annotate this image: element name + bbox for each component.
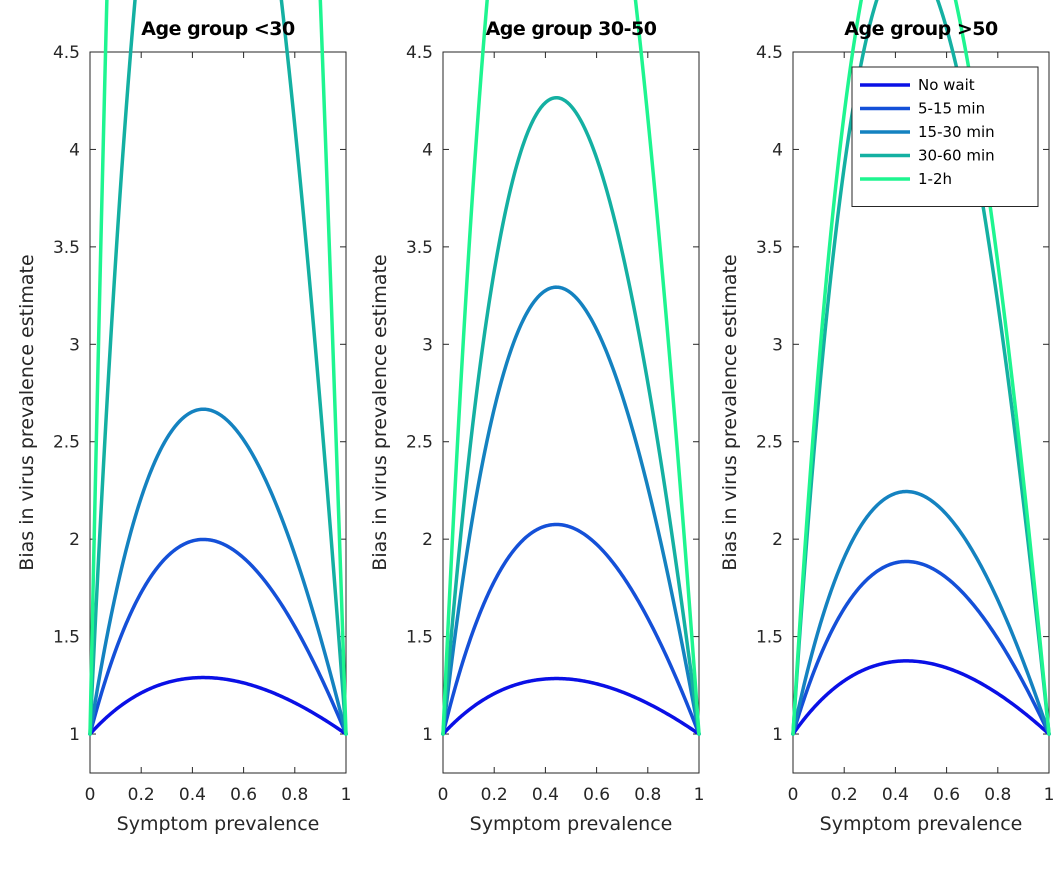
x-tick-label: 0.6 bbox=[583, 785, 610, 805]
y-tick-label: 1 bbox=[772, 725, 783, 745]
series-line-5-15-min bbox=[791, 559, 1051, 736]
y-tick-label: 2.5 bbox=[406, 433, 433, 453]
y-tick-label: 1 bbox=[422, 725, 433, 745]
series-line-no-wait bbox=[791, 659, 1051, 736]
y-tick-label: 4 bbox=[422, 140, 433, 160]
x-tick-label: 0.6 bbox=[933, 785, 960, 805]
y-tick-label: 1 bbox=[69, 725, 80, 745]
y-tick-label: 3 bbox=[69, 335, 80, 355]
x-tick-label: 0 bbox=[788, 785, 799, 805]
y-tick-label: 3.5 bbox=[53, 238, 80, 258]
y-tick-label: 2.5 bbox=[756, 433, 783, 453]
x-tick-label: 0.6 bbox=[230, 785, 257, 805]
axes-box bbox=[792, 51, 1050, 774]
legend-label: 1-2h bbox=[918, 170, 952, 188]
series-line-5-15-min bbox=[441, 522, 701, 736]
legend-label: No wait bbox=[918, 76, 975, 94]
series-line-1-2h bbox=[441, 0, 701, 736]
y-axis-label: Bias in virus prevalence estimate bbox=[16, 254, 38, 570]
x-tick-label: 1 bbox=[1044, 785, 1053, 805]
axes-box bbox=[442, 51, 700, 774]
x-tick-label: 0.4 bbox=[179, 785, 206, 805]
y-tick-label: 2 bbox=[772, 530, 783, 550]
series-line-15-30-min bbox=[441, 285, 701, 736]
series-lines bbox=[441, 0, 701, 736]
legend-label: 15-30 min bbox=[918, 123, 995, 141]
x-tick-label: 0.4 bbox=[532, 785, 559, 805]
y-tick-label: 3 bbox=[422, 335, 433, 355]
x-tick-label: 0.2 bbox=[831, 785, 858, 805]
x-axis-label: Symptom prevalence bbox=[470, 813, 673, 835]
x-tick-label: 0.8 bbox=[634, 785, 661, 805]
legend: No wait 5-15 min 15-30 min 30-60 min 1-2h bbox=[851, 66, 1039, 207]
y-tick-label: 3.5 bbox=[756, 238, 783, 258]
series-line-15-30-min bbox=[88, 407, 348, 736]
x-tick-label: 0.4 bbox=[882, 785, 909, 805]
subplot-2: 0 0.2 0.4 0.6 0.8 1 1 1.5 2 2.5 3 3.5 4 4.5 Age group … bbox=[369, 0, 704, 835]
x-tick-label: 0.2 bbox=[481, 785, 508, 805]
series-line-5-15-min bbox=[88, 537, 348, 736]
y-tick-label: 1.5 bbox=[53, 628, 80, 648]
y-tick-label: 4.5 bbox=[53, 43, 80, 63]
legend-label: 30-60 min bbox=[918, 147, 995, 165]
x-tick-label: 0.2 bbox=[128, 785, 155, 805]
subplot-3: 0 0.2 0.4 0.6 0.8 1 1 1.5 2 2.5 3 3.5 4 4.5 Age group … bbox=[719, 0, 1053, 835]
x-axis-label: Symptom prevalence bbox=[117, 813, 320, 835]
y-tick-label: 2.5 bbox=[53, 433, 80, 453]
y-tick-label: 4 bbox=[772, 140, 783, 160]
series-line-no-wait bbox=[441, 676, 701, 736]
y-axis-label: Bias in virus prevalence estimate bbox=[719, 254, 741, 570]
series-lines bbox=[88, 0, 348, 736]
y-tick-label: 2 bbox=[422, 530, 433, 550]
x-tick-label: 0.8 bbox=[984, 785, 1011, 805]
subplot-1: 0 0.2 0.4 0.6 0.8 1 1 1.5 2 2.5 3 3.5 4 4.5 Age group … bbox=[16, 0, 351, 835]
series-line-15-30-min bbox=[791, 489, 1051, 736]
y-tick-label: 3 bbox=[772, 335, 783, 355]
x-axis-label: Symptom prevalence bbox=[820, 813, 1023, 835]
y-tick-label: 4.5 bbox=[756, 43, 783, 63]
panel-title: Age group 30-50 bbox=[486, 18, 657, 40]
y-tick-label: 4 bbox=[69, 140, 80, 160]
series-line-30-60-min bbox=[441, 95, 701, 736]
x-tick-label: 0 bbox=[438, 785, 449, 805]
panel-title: Age group <30 bbox=[141, 18, 295, 40]
y-axis-label: Bias in virus prevalence estimate bbox=[369, 254, 391, 570]
legend-box bbox=[851, 66, 1039, 207]
y-tick-label: 1.5 bbox=[406, 628, 433, 648]
series-line-30-60-min bbox=[88, 0, 348, 736]
x-tick-label: 0 bbox=[85, 785, 96, 805]
axes-box bbox=[89, 51, 347, 774]
y-tick-label: 4.5 bbox=[406, 43, 433, 63]
y-tick-label: 3.5 bbox=[406, 238, 433, 258]
series-line-1-2h bbox=[88, 0, 348, 736]
panel-title: Age group >50 bbox=[844, 18, 998, 40]
y-tick-label: 1.5 bbox=[756, 628, 783, 648]
legend-label: 5-15 min bbox=[918, 100, 985, 118]
series-line-no-wait bbox=[88, 675, 348, 736]
y-tick-label: 2 bbox=[69, 530, 80, 550]
x-tick-label: 1 bbox=[694, 785, 705, 805]
x-tick-label: 1 bbox=[341, 785, 352, 805]
x-tick-label: 0.8 bbox=[281, 785, 308, 805]
